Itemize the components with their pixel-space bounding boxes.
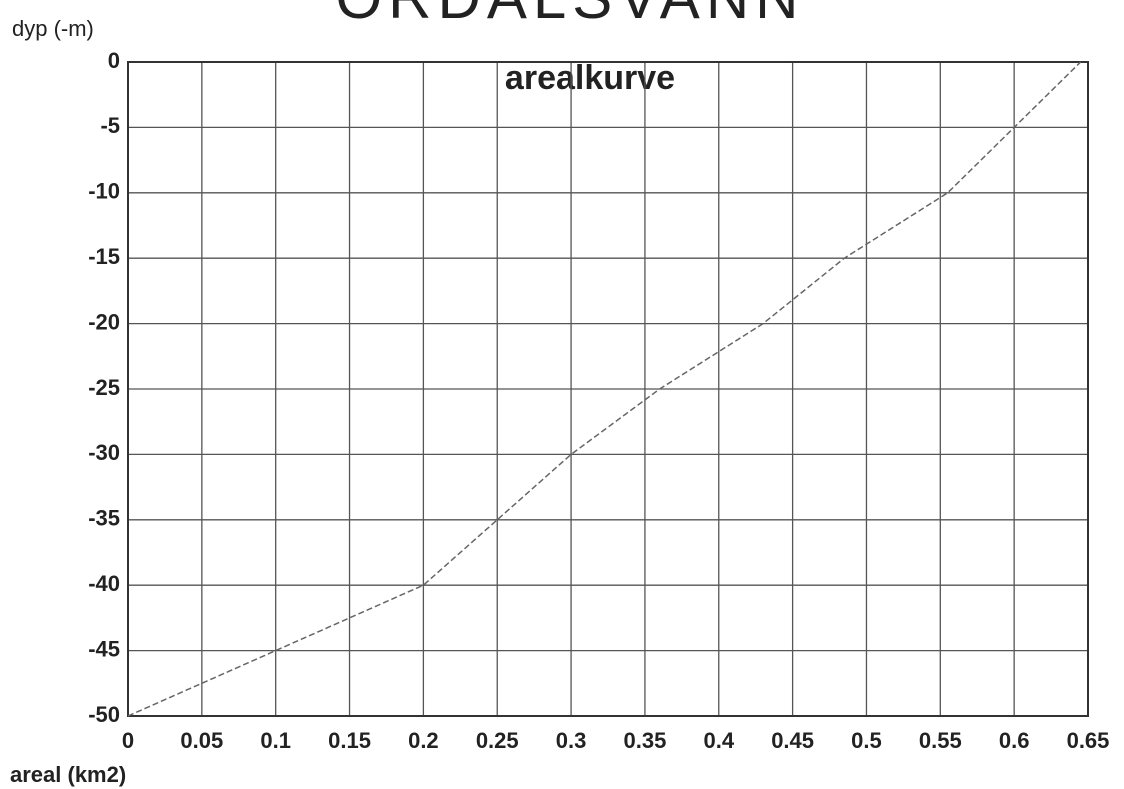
y-tick-label: -35 <box>88 506 120 531</box>
x-tick-label: 0.5 <box>851 728 882 753</box>
y-tick-label: -45 <box>88 636 120 661</box>
x-tick-label: 0.6 <box>999 728 1030 753</box>
chart-title: ORDALSVANN <box>336 0 805 31</box>
x-axis-label: areal (km2) <box>10 762 126 787</box>
x-tick-label: 0.3 <box>556 728 587 753</box>
x-tick-label: 0.2 <box>408 728 439 753</box>
x-tick-label: 0.65 <box>1067 728 1110 753</box>
x-tick-label: 0.55 <box>919 728 962 753</box>
y-tick-label: 0 <box>108 48 120 73</box>
x-tick-label: 0.05 <box>180 728 223 753</box>
y-tick-label: -50 <box>88 702 120 727</box>
y-tick-label: -10 <box>88 179 120 204</box>
y-tick-label: -40 <box>88 571 120 596</box>
y-tick-label: -25 <box>88 375 120 400</box>
x-tick-label: 0.45 <box>771 728 814 753</box>
x-tick-label: 0.1 <box>260 728 291 753</box>
x-tick-label: 0 <box>122 728 134 753</box>
chart-subtitle: arealkurve <box>505 59 675 97</box>
x-tick-label: 0.25 <box>476 728 519 753</box>
x-tick-label: 0.15 <box>328 728 371 753</box>
y-tick-label: -20 <box>88 309 120 334</box>
y-tick-label: -5 <box>100 113 120 138</box>
y-tick-label: -15 <box>88 244 120 269</box>
data-line <box>127 61 1082 717</box>
x-tick-label: 0.4 <box>703 728 734 753</box>
y-axis-label: dyp (-m) <box>12 16 94 41</box>
plot-frame <box>127 61 1089 717</box>
x-tick-label: 0.35 <box>624 728 667 753</box>
y-tick-label: -30 <box>88 440 120 465</box>
